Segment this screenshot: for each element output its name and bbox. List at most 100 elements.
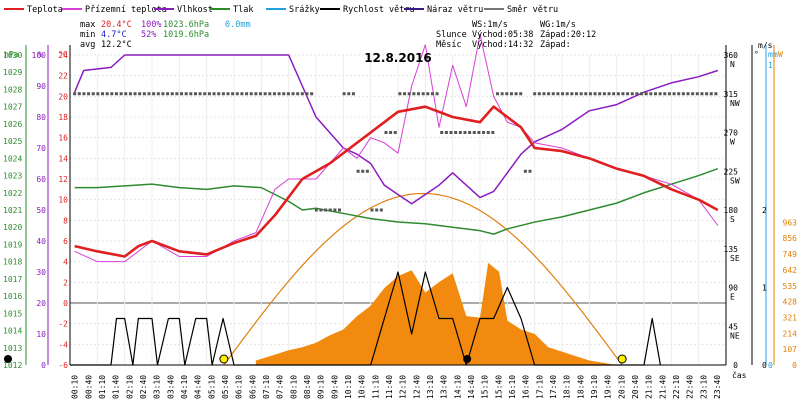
wind-direction-dot [389,131,393,134]
dir-tick-letter: SE [730,254,740,263]
axes: hPa% °C °m/smm W101210131014101510161017101… [3,41,797,370]
solar-tick: 214 [783,329,798,338]
solar-tick: 428 [783,298,798,307]
x-tick-label: 07:10 [262,375,271,399]
wind-direction-dot [142,92,146,96]
wind-direction-dot [324,208,328,212]
dir-tick: 315 [724,90,739,99]
wind-direction-dot [231,92,235,96]
wind-direction-dot [565,92,569,96]
wind-direction-dot [528,169,532,173]
stat-avg-label: avg [80,40,95,50]
pct-tick: 90 [36,82,46,91]
wind-direction-dot [282,92,286,96]
series-teplota [74,105,719,258]
wind-tick: 0 [762,361,767,370]
temp-tick: 8 [63,216,68,225]
hpa-tick: 1027 [3,103,22,112]
solar-tick: 321 [783,313,798,322]
wind-direction-dot [110,92,114,96]
legend-label: Přízemní teplota [85,5,167,15]
pct-tick: 50 [36,206,46,215]
dir-tick: 360 [724,51,739,60]
x-tick-label: 16:40 [522,375,531,399]
stat-min-temp: 4.7°C [101,30,127,40]
sunrise-marker [219,354,229,364]
dir-tick-letter: W [730,138,735,147]
pct-tick: 70 [36,144,46,153]
wind-direction-dot [584,92,588,96]
sun-label: Slunce [436,30,467,40]
wind-direction-dot [384,131,388,134]
stat-avg-temp: 12.2°C [101,40,132,50]
wind-direction-dot [101,92,105,96]
dir-tick-letter: NW [730,99,740,108]
wind-direction-dot [514,92,518,96]
hpa-tick: 1019 [3,240,22,249]
wind-direction-dot [175,92,179,96]
temp-tick: 12 [58,175,68,184]
x-tick-label: 18:40 [576,375,585,399]
stat-max-rain: 0.0mm [225,20,251,30]
wind-direction-dot [533,92,537,96]
wind-direction-dot [319,208,323,212]
hpa-tick: 1024 [3,154,22,163]
wind-direction-dot [417,92,420,96]
x-tick-label: 22:40 [686,375,695,399]
x-tick-label: 15:10 [481,375,490,399]
wind-direction-dot [691,92,695,96]
hpa-tick: 1015 [3,309,22,318]
x-tick-label: 19:40 [604,375,613,399]
axis-hpa-unit: hPa [4,50,19,59]
dir-tick: 0 [733,361,738,370]
temp-tick: 16 [58,134,68,143]
wind-direction-dot [105,92,109,96]
dir-tick: 90 [728,284,738,293]
pct-tick: 20 [36,299,46,308]
wind-direction-dot [630,92,634,96]
rain-tick: 0 [768,361,773,370]
wind-direction-dot [523,169,527,173]
wind-direction-dot [114,92,118,96]
wind-direction-dot [96,92,100,96]
wind-direction-dot [663,92,667,96]
wind-direction-dot [542,92,546,96]
wind-direction-dot [203,92,207,96]
wind-direction-dot [537,92,541,96]
x-tick-label: 06:10 [235,375,244,399]
wind-direction-dot [147,92,151,96]
wind-direction-dot [259,92,263,96]
stat-min-press: 1019.6hPa [163,30,209,40]
stat-min-label: min [80,30,95,40]
wind-direction-dot [156,92,160,96]
temp-tick: 0 [63,299,68,308]
chart-title: 12.8.2016 [364,51,432,65]
legend-label: Srážky [289,5,320,15]
hpa-tick: 1017 [3,275,22,284]
solar-tick: 0 [792,361,797,370]
wind-direction-dot [296,92,300,96]
pct-tick: 30 [36,268,46,277]
wind-direction-dot [152,92,156,96]
stat-min-hum: 52% [141,30,156,40]
wind-direction-dot [379,208,383,212]
wind-direction-dot [138,92,142,96]
solar-tick: 963 [783,218,798,227]
wind-direction-dot [435,92,439,96]
x-tick-label: 01:10 [98,375,107,399]
x-tick-label: 07:40 [276,375,285,399]
wind-direction-dot [310,92,314,96]
solar-tick: 107 [783,345,798,354]
wind-direction-dot [477,131,481,134]
pct-tick: 60 [36,175,46,184]
hpa-tick: 1020 [3,223,22,232]
solar-tick: 535 [783,282,798,291]
temp-tick: -2 [58,320,68,329]
wind-direction-dot [272,92,276,96]
x-tick-label: 08:40 [303,375,312,399]
wind-direction-dot [124,92,128,96]
wind-direction-dot [700,92,704,96]
wind-direction-dot [398,92,402,96]
wind-direction-dot [333,208,337,212]
wind-direction-dot [370,208,374,212]
